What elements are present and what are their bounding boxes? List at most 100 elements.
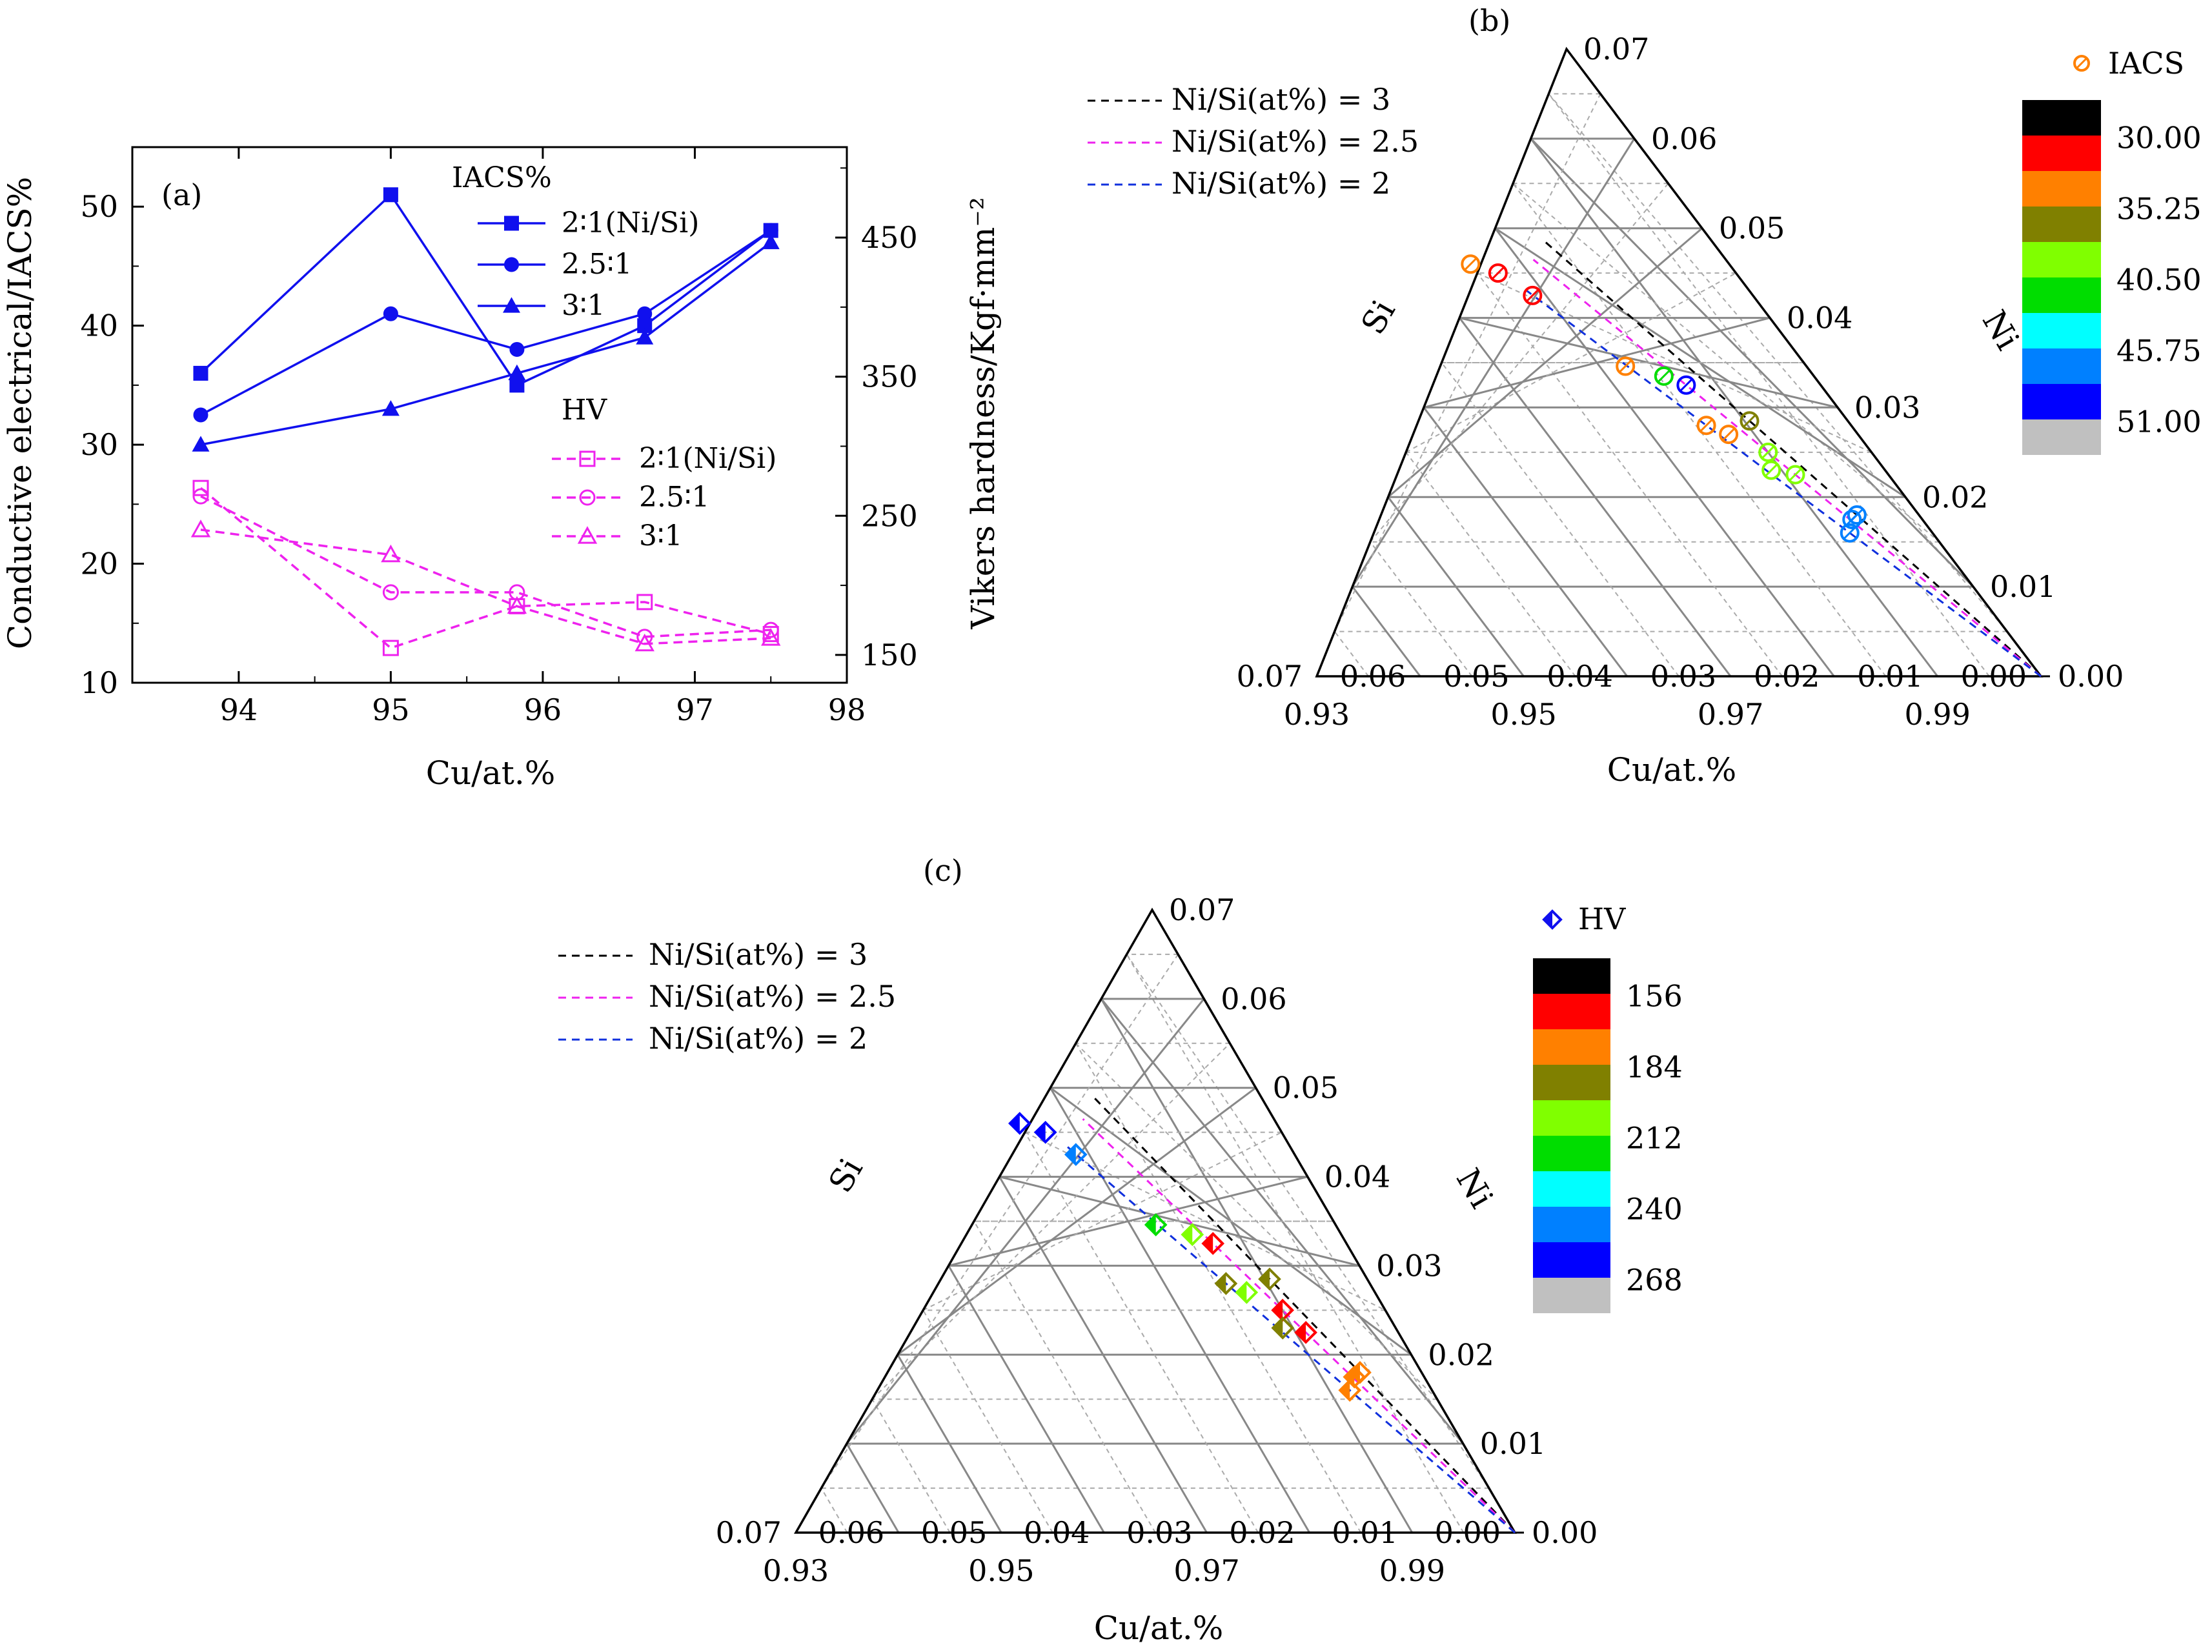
- si-tick-label: 0.01: [1332, 1515, 1397, 1550]
- panel-a-legend: IACS% HV 2∶1(Ni/Si) 2.5∶1 3∶1 2∶1(Ni/Si)…: [452, 161, 776, 552]
- legend-marker-1: [504, 257, 519, 272]
- panel-b-legend-ratio-2: Ni/Si(at%) = 2: [1172, 166, 1390, 201]
- colorbar-swatch: [1533, 1207, 1610, 1242]
- data-point: [1719, 425, 1739, 445]
- grid-minor: [1512, 183, 1887, 677]
- data-point: [1676, 375, 1696, 395]
- series-1-point: [383, 306, 398, 321]
- panel-a-ylabel: Conductive electrical/IACS%: [1, 177, 39, 649]
- legend-hv-s3-label: 3∶1: [639, 519, 682, 552]
- y-right-tick-label: 450: [861, 220, 918, 255]
- data-point-half: [1182, 1225, 1193, 1245]
- panel-a-axes-box: [131, 146, 848, 684]
- colorbar-swatch: [1533, 958, 1610, 994]
- colorbar-swatch: [2022, 384, 2101, 419]
- grid-minor: [1476, 272, 1783, 677]
- ni-tick-label: 0.07: [1583, 32, 1649, 66]
- grid-minor: [1024, 1132, 1259, 1533]
- panel-c-legend-ratio-3: Ni/Si(at%) = 3: [649, 937, 868, 972]
- data-point-slash: [1761, 445, 1775, 459]
- grid-major: [948, 1176, 1308, 1267]
- panel-b-legend-ratio-3: Ni/Si(at%) = 3: [1172, 82, 1390, 117]
- panel-a-ylabel-right: Vikers hardness/Kgf·mm⁻²: [964, 197, 1002, 629]
- grid-minor: [1548, 93, 1990, 677]
- si-tick-label: 0.03: [1126, 1515, 1192, 1550]
- si-tick-label: 0.04: [1024, 1515, 1090, 1550]
- series-2-point: [762, 233, 780, 250]
- panel-b-marker-legend: IACS: [2108, 46, 2184, 81]
- data-point: [1654, 366, 1674, 386]
- data-point-half: [1216, 1274, 1226, 1293]
- panel-a-ticks: 94 95 96 97 98 10 20 30 40 50 150 250 350 450: [80, 147, 918, 727]
- panel-c-cu-label: Cu/at.%: [1094, 1609, 1224, 1647]
- colorbar-swatch: [2022, 100, 2101, 136]
- si-tick-label: 0.02: [1754, 659, 1820, 694]
- data-point: [1761, 460, 1781, 480]
- data-point-half: [1035, 1122, 1046, 1142]
- panel-b-si-label: Si: [1354, 294, 1403, 341]
- y-right-tick-label: 150: [861, 638, 918, 672]
- series-2-point: [508, 364, 526, 381]
- series-5-point: [381, 544, 401, 563]
- y-tick-label: 20: [80, 547, 118, 581]
- y-tick-label: 50: [80, 189, 118, 224]
- cu-tick-label: 0.97: [1698, 697, 1763, 732]
- legend-hv-title: HV: [562, 394, 607, 427]
- panel-b-ternary: (b) 0.00 0.01 0.02 0.03 0.04 0.05 0.06 0.07 0.07…: [1088, 3, 2202, 789]
- data-point-half: [1203, 1233, 1213, 1253]
- grid-major: [1494, 227, 1835, 677]
- si-tick-label: 0.04: [1547, 659, 1612, 694]
- series-5-point: [190, 519, 211, 538]
- panel-b-ratio-legend: Ni/Si(at%) = 3 Ni/Si(at%) = 2.5 Ni/Si(at…: [1172, 82, 1419, 201]
- x-tick-label: 96: [524, 692, 562, 727]
- grid-minor: [1405, 452, 1576, 677]
- panel-b-ni-label: Ni: [1975, 304, 2027, 356]
- panel-c-marker-legend: HV: [1578, 902, 1626, 936]
- data-point: [1696, 416, 1716, 436]
- cu-tick-label: 0.95: [968, 1553, 1034, 1588]
- y-tick-label: 10: [80, 665, 118, 700]
- grid-major: [1352, 138, 1636, 587]
- series-5-point: [761, 628, 781, 646]
- panel-c-ni-label: Ni: [1449, 1162, 1501, 1214]
- colorbar-swatch: [1533, 1278, 1610, 1313]
- ternary-frame: [1315, 46, 2044, 678]
- data-point: [1523, 285, 1543, 305]
- y-right-tick-label: 250: [861, 498, 918, 533]
- y-tick-label: 30: [80, 427, 118, 462]
- data-point-half: [1237, 1282, 1247, 1302]
- si-tick-label: 0.01: [1857, 659, 1923, 694]
- colorbar-swatch: [1533, 1029, 1610, 1065]
- legend-marker-0: [504, 216, 519, 231]
- data-point-slash: [1722, 428, 1736, 441]
- data-point: [1740, 411, 1760, 431]
- legend-iacs-s1-label: 2∶1(Ni/Si): [562, 206, 699, 239]
- series-1-line: [200, 229, 772, 416]
- grid-minor: [820, 954, 1179, 1489]
- colorbar-swatch: [2022, 277, 2101, 313]
- colorbar-swatch: [1533, 1136, 1610, 1171]
- ni-tick-label: 0.01: [1480, 1426, 1546, 1461]
- legend-iacs-s3-label: 3∶1: [562, 289, 605, 322]
- marker-legend-half: [1544, 911, 1552, 928]
- legend-marker-3: [579, 450, 596, 467]
- ni-tick-label: 0.02: [1922, 479, 1988, 514]
- series-2-point: [192, 436, 210, 452]
- series-4-line: [200, 495, 771, 638]
- data-point-slash: [1700, 419, 1713, 432]
- data-point: [1461, 254, 1481, 274]
- data-point-half: [1340, 1380, 1350, 1400]
- grid-major: [846, 998, 1205, 1445]
- colorbar-swatch: [1533, 1242, 1610, 1278]
- cu-tick-label: 0.93: [1284, 697, 1350, 732]
- grid-major: [1423, 317, 1771, 408]
- grid-minor: [871, 1043, 1231, 1400]
- x-tick-label: 97: [676, 692, 714, 727]
- grid-minor: [922, 1309, 1053, 1533]
- colorbar-label: 51.00: [2116, 404, 2202, 439]
- panel-a-label: (a): [161, 177, 202, 212]
- grid-minor: [1126, 954, 1465, 1533]
- panel-a-series: [190, 187, 781, 656]
- legend-iacs-title: IACS%: [452, 161, 552, 194]
- legend-hv-s2-label: 2.5∶1: [639, 481, 709, 514]
